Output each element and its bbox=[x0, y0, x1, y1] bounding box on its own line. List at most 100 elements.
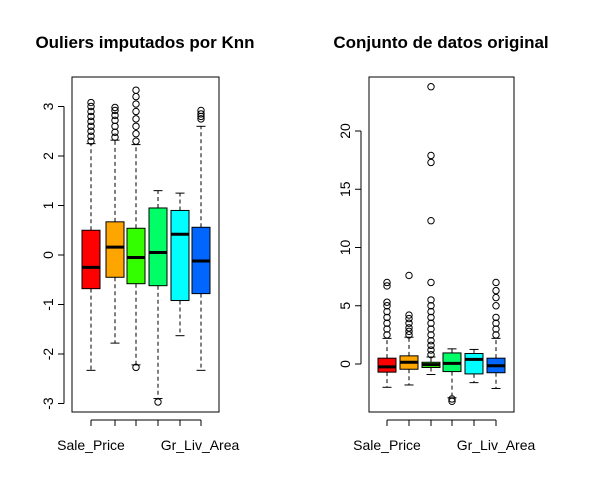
outlier-point bbox=[197, 115, 205, 123]
y-tick-label-original: 5 bbox=[337, 302, 353, 310]
outlier-point bbox=[87, 98, 95, 107]
outlier-point bbox=[87, 122, 95, 131]
outlier-point bbox=[132, 130, 140, 138]
outlier-point bbox=[132, 137, 140, 145]
outlier-point bbox=[87, 137, 95, 145]
box-original-6 bbox=[486, 278, 506, 389]
outlier-point bbox=[492, 293, 500, 302]
outlier-point bbox=[427, 350, 435, 359]
box-original-3 bbox=[421, 83, 441, 375]
outlier-point bbox=[427, 307, 435, 316]
outlier-point bbox=[111, 106, 119, 115]
outlier-point bbox=[383, 298, 391, 306]
x-tick-label-sale-price-original: Sale_Price bbox=[353, 437, 421, 453]
outlier-point bbox=[132, 92, 140, 101]
box-original-4 bbox=[442, 348, 462, 405]
outlier-point bbox=[427, 337, 435, 345]
outlier-point bbox=[132, 115, 140, 123]
outlier-point bbox=[405, 327, 413, 336]
y-tick-label-knn: -1 bbox=[40, 298, 56, 311]
x-tick-label-sale-price-knn: Sale_Price bbox=[57, 437, 125, 453]
outlier-point bbox=[197, 106, 205, 115]
y-tick-label-knn: 1 bbox=[40, 201, 56, 209]
outlier-point bbox=[448, 395, 456, 403]
outlier-point bbox=[383, 302, 391, 310]
outlier-point bbox=[427, 325, 435, 333]
iqr-box bbox=[148, 207, 168, 287]
boxes-knn bbox=[81, 86, 211, 406]
outlier-point bbox=[427, 331, 435, 339]
outlier-point bbox=[383, 319, 391, 327]
outlier-point bbox=[111, 111, 119, 120]
outlier-point bbox=[448, 397, 456, 405]
outlier-point bbox=[383, 278, 391, 287]
outlier-point bbox=[427, 346, 435, 354]
iqr-box bbox=[105, 221, 125, 278]
x-tick-label-gr-liv-area-knn: Gr_Liv_Area bbox=[161, 437, 240, 453]
outlier-point bbox=[132, 107, 140, 116]
outlier-point bbox=[427, 83, 435, 91]
outlier-point bbox=[405, 324, 413, 332]
outlier-point bbox=[132, 100, 140, 108]
outlier-point bbox=[405, 331, 413, 339]
y-tick-label-original: 20 bbox=[337, 123, 353, 139]
outlier-point bbox=[492, 331, 500, 339]
outlier-point bbox=[405, 271, 413, 280]
outlier-point bbox=[87, 132, 95, 140]
iqr-box bbox=[170, 209, 190, 302]
box-knn-5 bbox=[170, 192, 190, 337]
outlier-point bbox=[405, 314, 413, 323]
outlier-point bbox=[427, 341, 435, 350]
outlier-point bbox=[492, 286, 500, 295]
y-tick-label-knn: -3 bbox=[40, 397, 56, 410]
box-knn-6 bbox=[191, 106, 211, 371]
y-axis-knn: -3 -2 -1 0 1 2 3 bbox=[40, 102, 65, 410]
outlier-point bbox=[132, 363, 140, 372]
y-tick-label-original: 0 bbox=[337, 360, 353, 368]
box-knn-1 bbox=[81, 98, 101, 371]
outlier-point bbox=[405, 311, 413, 319]
outlier-point bbox=[427, 313, 435, 322]
outlier-point bbox=[154, 398, 162, 406]
outlier-point bbox=[405, 319, 413, 327]
outlier-point bbox=[87, 112, 95, 121]
outlier-point bbox=[427, 302, 435, 310]
outlier-point bbox=[427, 151, 435, 160]
outlier-point bbox=[383, 313, 391, 322]
y-tick-label-knn: 0 bbox=[40, 251, 56, 259]
iqr-box bbox=[81, 229, 101, 290]
y-axis-original: 0 5 10 15 20 bbox=[337, 123, 362, 368]
outlier-point bbox=[87, 107, 95, 116]
outlier-point bbox=[427, 158, 435, 167]
outlier-point bbox=[383, 331, 391, 339]
y-tick-label-original: 15 bbox=[337, 181, 353, 197]
y-tick-label-original: 10 bbox=[337, 240, 353, 256]
chart-title-knn: Ouliers imputados por Knn bbox=[35, 33, 254, 52]
outlier-point bbox=[492, 278, 500, 287]
box-original-2 bbox=[399, 271, 419, 386]
outlier-point bbox=[383, 282, 391, 290]
outlier-point bbox=[111, 133, 119, 141]
outlier-point bbox=[87, 117, 95, 126]
outlier-point bbox=[132, 86, 140, 94]
iqr-box bbox=[464, 353, 484, 375]
outlier-point bbox=[492, 302, 500, 310]
y-tick-label-knn: 3 bbox=[40, 102, 56, 110]
plot-frame-knn bbox=[71, 76, 220, 413]
x-axis-original: Sale_Price Gr_Liv_Area bbox=[353, 419, 536, 453]
outlier-point bbox=[427, 217, 435, 225]
outlier-point bbox=[197, 110, 205, 118]
outlier-point bbox=[87, 102, 95, 111]
box-original-5 bbox=[464, 348, 484, 384]
outlier-point bbox=[111, 103, 119, 112]
box-knn-4 bbox=[148, 190, 168, 406]
iqr-box bbox=[377, 357, 397, 373]
outlier-point bbox=[111, 116, 119, 125]
y-tick-label-knn: 2 bbox=[40, 152, 56, 160]
outlier-point bbox=[87, 127, 95, 135]
chart-title-original: Conjunto de datos original bbox=[333, 33, 548, 52]
outlier-point bbox=[427, 296, 435, 304]
x-axis-knn: Sale_Price Gr_Liv_Area bbox=[57, 419, 240, 453]
outlier-point bbox=[427, 278, 435, 287]
